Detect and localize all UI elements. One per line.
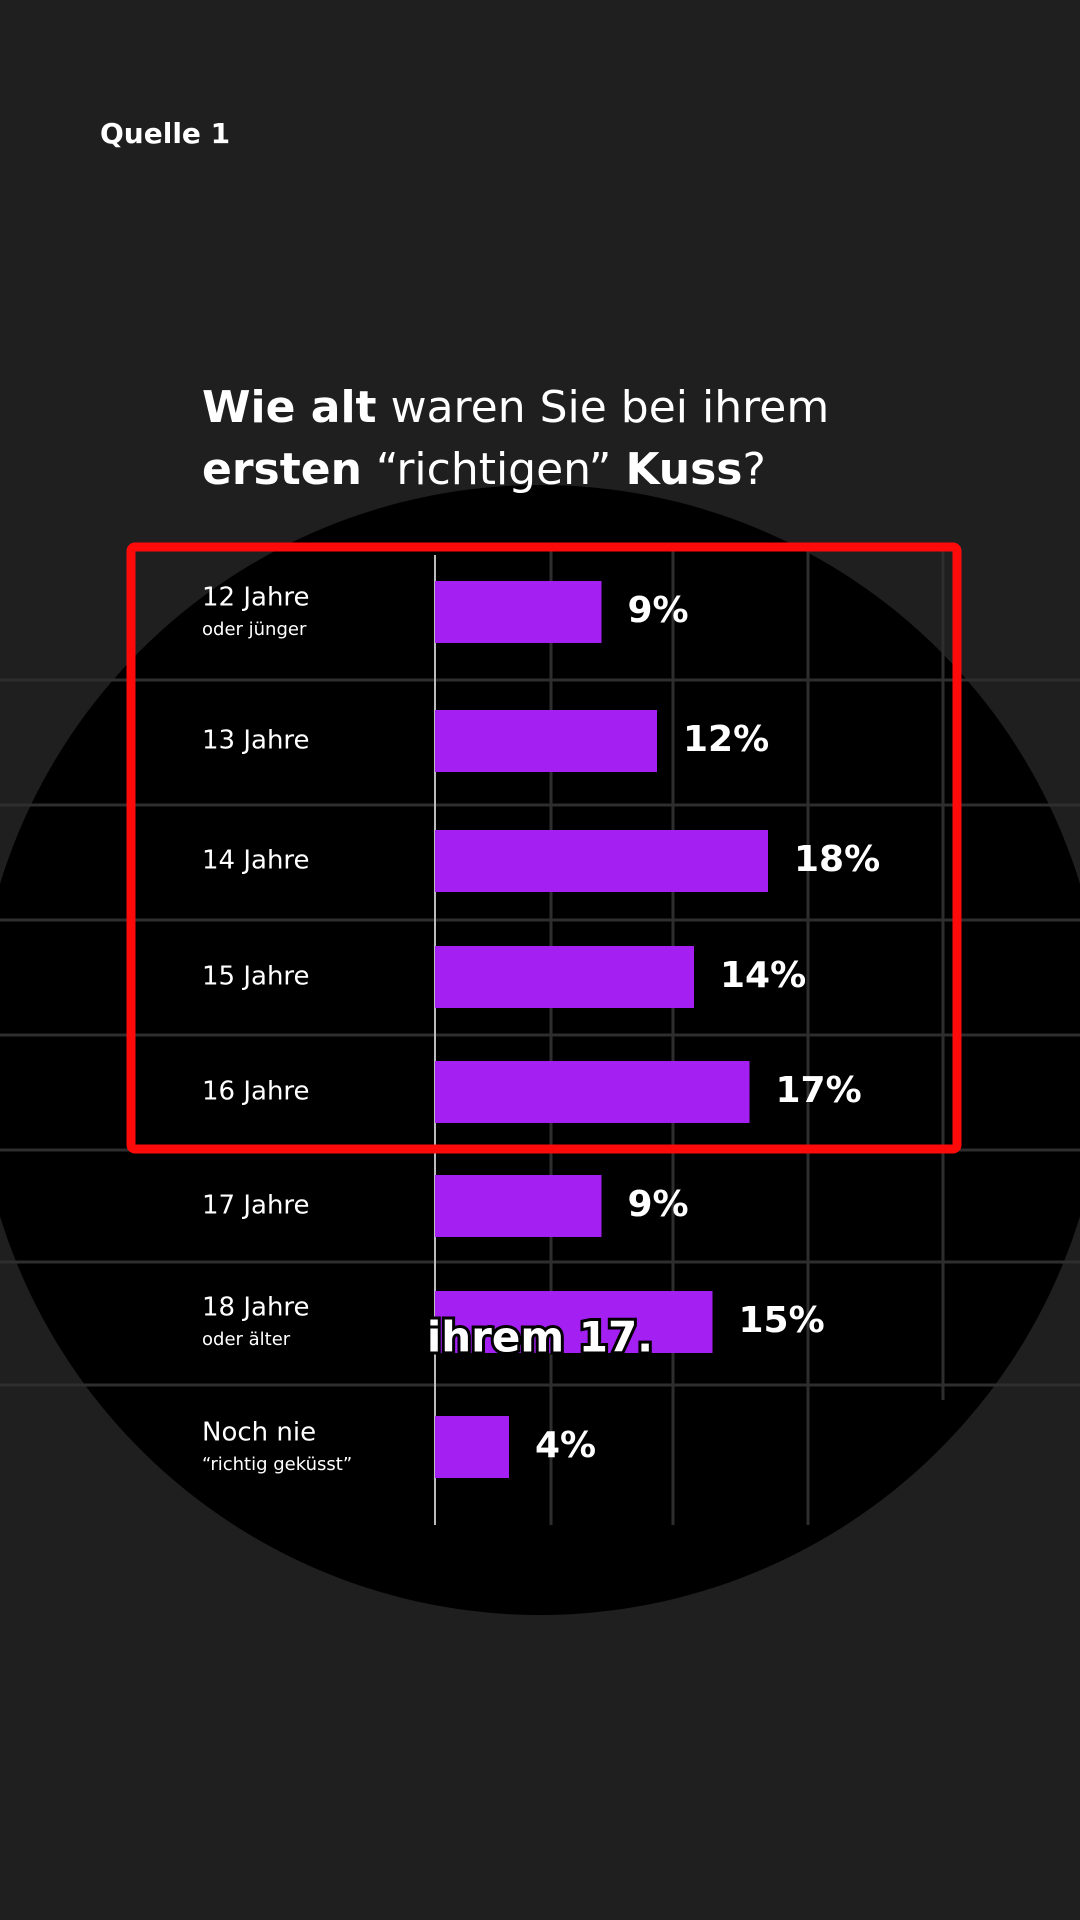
value-label: 9% [628, 1184, 689, 1225]
category-label: 17 Jahre [202, 1191, 310, 1221]
backdrop-circle [0, 485, 1080, 1615]
value-label: 4% [535, 1425, 596, 1466]
category-label: Noch nie [202, 1418, 316, 1448]
category-label: 15 Jahre [202, 962, 310, 992]
title-part: waren Sie bei ihrem [377, 382, 830, 433]
highlight-box [126, 542, 962, 1154]
category-sublabel: oder jünger [202, 619, 307, 640]
title-part: “richtigen” [362, 444, 626, 495]
bar [435, 1291, 713, 1353]
value-label: 14% [720, 955, 806, 996]
bars: 12 Jahre oder jünger 9% 13 Jahre 12% 14 Jahre… [202, 581, 880, 1478]
title-part: ? [742, 444, 765, 495]
category-label: 14 Jahre [202, 846, 310, 876]
category-sublabel: “richtig geküsst” [202, 1454, 352, 1475]
title-part: ersten [202, 444, 362, 495]
value-label: 17% [776, 1070, 862, 1111]
chart-title: Wie alt waren Sie bei ihrem ersten “richt… [202, 382, 829, 495]
source-label: Quelle 1 [100, 117, 230, 150]
category-label: 13 Jahre [202, 726, 310, 756]
title-line: Wie alt waren Sie bei ihrem [202, 382, 829, 433]
caption-overlay: ihrem 17. [427, 1313, 653, 1362]
category-label: 12 Jahre [202, 583, 310, 613]
bar [435, 1175, 602, 1237]
bar [435, 830, 768, 892]
category-sublabel: oder älter [202, 1329, 291, 1350]
bar [435, 581, 602, 643]
bar [435, 1416, 509, 1478]
title-line: ersten “richtigen” Kuss? [202, 444, 766, 495]
value-label: 9% [628, 590, 689, 631]
title-part: Wie alt [202, 382, 377, 433]
value-label: 15% [739, 1300, 825, 1341]
bar [435, 710, 657, 772]
value-label: 18% [794, 839, 880, 880]
title-part: Kuss [625, 444, 742, 495]
category-label: 18 Jahre [202, 1293, 310, 1323]
bar [435, 946, 694, 1008]
bar [435, 1061, 750, 1123]
category-label: 16 Jahre [202, 1077, 310, 1107]
value-label: 12% [683, 719, 769, 760]
